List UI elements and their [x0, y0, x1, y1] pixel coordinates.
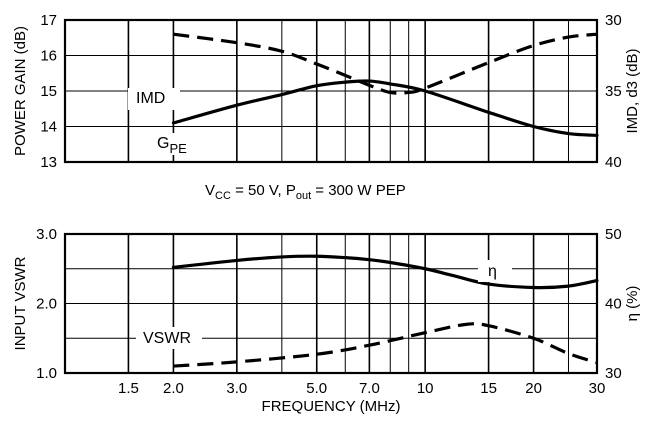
- x-tick-label: 10: [417, 380, 434, 397]
- x-tick-label: 7.0: [359, 380, 380, 397]
- curve-label-η: η: [488, 263, 497, 280]
- x-tick-label: 30: [589, 380, 606, 397]
- curve-label-g: GPE: [157, 135, 187, 156]
- right-axis-title: η (%): [624, 286, 641, 322]
- left-tick-label: 14: [40, 119, 57, 136]
- right-tick-label: 40: [605, 296, 622, 313]
- left-axis-title: INPUT VSWR: [12, 256, 29, 350]
- plot-frame: [63, 18, 599, 164]
- curve-label-backing: [136, 327, 202, 349]
- left-axis-title: POWER GAIN (dB): [12, 26, 29, 156]
- vcc-value: = 50 V, P: [231, 182, 296, 199]
- curve-label-imd: IMD: [136, 90, 165, 107]
- x-tick-label: 5.0: [306, 380, 327, 397]
- left-tick-label: 15: [40, 83, 57, 100]
- right-tick-label: 30: [605, 12, 622, 29]
- series-line-g: [171, 79, 599, 137]
- right-tick-label: 50: [605, 226, 622, 243]
- right-axis-title: IMD, d3 (dB): [624, 48, 641, 133]
- x-tick-label: 1.5: [118, 380, 139, 397]
- pout-value: = 300 W PEP: [311, 182, 406, 199]
- curve-label-backing: [150, 133, 210, 155]
- x-tick-label: 15: [480, 380, 497, 397]
- left-tick-label: 1.0: [36, 365, 57, 382]
- bottom-panel: 1.0 2.0 3.0 30 40 50 INPUT VSWR η (%) 1.5 2.0 3.0 5…: [12, 226, 641, 415]
- right-tick-label: 35: [605, 83, 622, 100]
- top-panel: 13 14 15 16 17 30 35 40 POWER GAIN (dB) IMD, d3 (…: [12, 12, 641, 171]
- x-axis-title: FREQUENCY (MHz): [262, 398, 401, 415]
- series-line-imd: [173, 32, 598, 95]
- x-tick-label: 20: [525, 380, 542, 397]
- right-tick-label: 40: [605, 154, 622, 171]
- x-tick-label: 2.0: [163, 380, 184, 397]
- conditions-caption: VCC = 50 V, Pout = 300 W PEP: [205, 182, 406, 202]
- curve-label-vswr: VSWR: [143, 330, 191, 347]
- x-tick-label: 3.0: [226, 380, 247, 397]
- right-tick-label: 30: [605, 365, 622, 382]
- left-tick-label: 13: [40, 154, 57, 171]
- left-tick-label: 16: [40, 48, 57, 65]
- vcc-label: V: [205, 182, 215, 199]
- vcc-sub: CC: [215, 190, 231, 202]
- left-tick-label: 17: [40, 12, 57, 29]
- left-tick-label: 3.0: [36, 226, 57, 243]
- curve-label-backing: [478, 260, 512, 282]
- series-line-η: [171, 254, 599, 290]
- plot-frame: [63, 232, 599, 375]
- curve-label-backing: [128, 88, 180, 110]
- left-tick-label: 2.0: [36, 296, 57, 313]
- series-line-vswr: [173, 322, 598, 368]
- pout-sub: out: [296, 190, 311, 202]
